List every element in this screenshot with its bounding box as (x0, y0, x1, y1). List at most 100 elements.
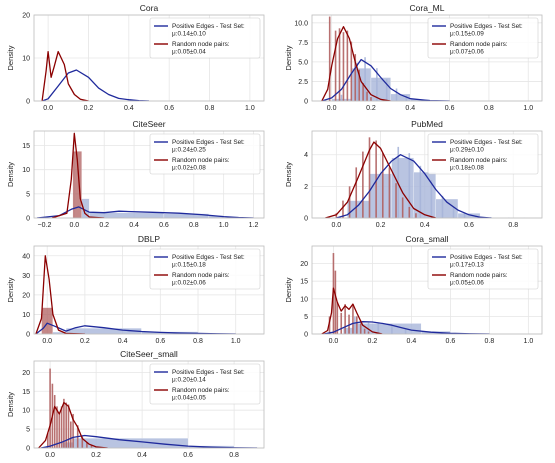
x-tick-label: 0.0 (42, 338, 52, 345)
x-tick-label: 0.4 (420, 222, 430, 229)
legend-stat-random: μ:0.07±0.06 (450, 49, 484, 56)
legend-stat-positive: μ:0.14±0.10 (172, 31, 206, 38)
x-tick-label: 0.6 (159, 222, 169, 229)
x-tick-label: 0.2 (366, 105, 376, 112)
x-tick-label: 0.8 (205, 105, 215, 112)
y-tick-label: 20 (300, 261, 308, 268)
x-tick-label: 0.8 (229, 452, 239, 459)
legend-label-positive: Positive Edges - Test Set: (450, 23, 523, 30)
subplot-cora-ml: Cora_ML Density 0.0 0.2 0.4 0.6 0.8 1.0 0 2.5 5.0 7… (284, 3, 543, 112)
histogram-bar-positive (347, 200, 370, 218)
plot-marks (321, 16, 450, 101)
y-tick-label: 5.0 (298, 59, 308, 66)
density-curve-positive (36, 206, 254, 218)
plot-frame (311, 14, 543, 102)
density-curve-positive (40, 434, 258, 448)
legend: Positive Edges - Test Set:μ:0.15±0.09 Ran… (427, 17, 539, 59)
plot-frame (33, 14, 265, 102)
x-tick-label: 0.6 (164, 105, 174, 112)
subplot-title: CiteSeer (132, 119, 165, 129)
subplot-pubmed: PubMed Density 0.0 0.2 0.4 0.6 0.8 0 2 4 Positive … (284, 119, 543, 229)
subplot-title: Cora_ML (410, 3, 445, 13)
legend-stat-positive: μ:0.24±0.25 (172, 147, 206, 154)
y-tick-label: 10 (22, 167, 30, 174)
legend-stat-random: μ:0.05±0.04 (172, 49, 206, 56)
y-axis-label: Density (284, 162, 293, 187)
subplot-citeseer-small: CiteSeer_small Density 0.0 0.2 0.4 0.6 0.8 0 5 10… (6, 349, 265, 459)
y-tick-label: 5 (26, 427, 30, 434)
x-tick-label: 0.0 (327, 105, 337, 112)
x-tick-label: 1.0 (523, 338, 533, 345)
plot-marks (321, 253, 490, 334)
legend-label-random: Random node pairs: (450, 157, 508, 164)
y-axis-label: Density (284, 45, 293, 70)
legend-box (427, 248, 539, 290)
y-tick-label: 20 (22, 292, 30, 299)
y-tick-label: 40 (22, 253, 30, 260)
x-tick-label: 0.2 (91, 452, 101, 459)
y-tick-label: 15 (300, 279, 308, 286)
x-tick-label: 0.0 (45, 452, 55, 459)
legend-stat-positive: μ:0.15±0.18 (172, 262, 206, 269)
plot-frame (311, 130, 543, 219)
legend-label-random: Random node pairs: (172, 387, 230, 394)
x-tick-label: −0.2 (38, 222, 52, 229)
y-axis-label: Density (6, 45, 15, 70)
histogram-bar-positive (72, 438, 189, 448)
y-tick-label: 20 (22, 13, 30, 20)
plot-frame (33, 130, 265, 219)
legend-box (149, 133, 261, 175)
y-axis-label: Density (6, 392, 15, 417)
y-tick-label: 2 (304, 184, 308, 191)
x-tick-label: 1.0 (231, 338, 241, 345)
histogram-bar-positive (413, 171, 436, 218)
x-tick-label: 0.2 (99, 222, 109, 229)
legend-label-random: Random node pairs: (172, 157, 230, 164)
x-tick-label: 0.2 (84, 105, 94, 112)
y-tick-label: 0 (26, 216, 30, 223)
subplot-cora: Cora Density 0.0 0.2 0.4 0.6 0.8 1.0 0 10 20 Positi… (6, 3, 265, 112)
y-tick-label: 0 (26, 99, 30, 106)
y-tick-label: 0 (304, 99, 308, 106)
plot-marks (325, 137, 526, 218)
plot-marks (41, 50, 150, 101)
histogram-bar-positive (457, 213, 481, 218)
density-curve-random (321, 287, 383, 334)
legend-label-positive: Positive Edges - Test Set: (172, 254, 245, 261)
density-curve-random (38, 401, 108, 448)
y-axis-label: Density (284, 277, 293, 302)
plot-frame (33, 360, 265, 449)
x-tick-label: 0.8 (484, 105, 494, 112)
legend-box (427, 133, 539, 175)
y-tick-label: 15 (22, 143, 30, 150)
histogram-bar-random (72, 151, 82, 218)
histogram-bar-positive (435, 198, 459, 218)
x-tick-label: 0.4 (124, 105, 134, 112)
legend-box (149, 363, 261, 405)
legend-box (427, 17, 539, 59)
density-curve-random (41, 50, 89, 101)
y-tick-label: 5 (26, 191, 30, 198)
y-tick-label: 0 (26, 446, 30, 453)
plot-marks (36, 132, 254, 218)
x-tick-label: 0.6 (446, 338, 456, 345)
y-tick-label: 4 (304, 152, 308, 159)
density-curve-random (321, 26, 391, 101)
legend-label-random: Random node pairs: (450, 272, 508, 279)
y-tick-label: 7.5 (298, 40, 308, 47)
histogram-bar-random (41, 307, 54, 334)
y-tick-label: 10.0 (294, 20, 308, 27)
legend-label-positive: Positive Edges - Test Set: (450, 254, 523, 261)
y-tick-label: 0 (304, 216, 308, 223)
y-tick-label: 10 (300, 296, 308, 303)
subplot-title: Cora_small (406, 234, 449, 244)
legend-stat-positive: μ:0.29±0.10 (450, 147, 484, 154)
x-tick-label: 0.4 (118, 338, 128, 345)
x-tick-label: 1.0 (523, 105, 533, 112)
subplot-citeseer: CiteSeer Density −0.2 0.0 0.2 0.4 0.6 0.8 1.0 1.2… (6, 119, 265, 229)
x-tick-label: 0.8 (485, 338, 495, 345)
subplot-title: DBLP (138, 234, 161, 244)
legend-stat-random: μ:0.04±0.05 (172, 395, 206, 402)
subplot-title: PubMed (411, 119, 443, 129)
